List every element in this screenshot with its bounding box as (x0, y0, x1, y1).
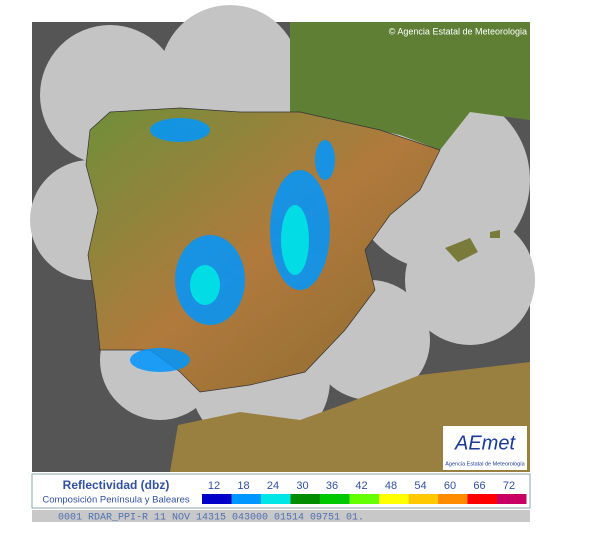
legend-level: 18 (237, 480, 249, 492)
legend-swatch (320, 494, 350, 504)
legend-swatch (379, 494, 409, 504)
legend-swatch (290, 494, 320, 504)
legend-level: 42 (355, 480, 367, 492)
legend-level: 72 (503, 480, 515, 492)
balearic-islands (445, 230, 500, 262)
france (290, 22, 530, 150)
radar-echoes-strong (190, 205, 309, 305)
legend-swatch (349, 494, 379, 504)
credit: © Agencia Estatal de Meteorologia (389, 26, 527, 36)
legend-level: 36 (326, 480, 338, 492)
legend-level: 30 (296, 480, 308, 492)
legend-swatch (231, 494, 261, 504)
legend-swatch (497, 494, 527, 504)
iberia (85, 107, 441, 393)
legend-swatch (202, 494, 232, 504)
legend-level: 60 (444, 480, 456, 492)
logo: AEmet (454, 432, 516, 454)
legend-level: 66 (473, 480, 485, 492)
legend-swatch (438, 494, 468, 504)
legend-level: 48 (385, 480, 397, 492)
legend-swatch (408, 494, 438, 504)
legend-level: 24 (267, 480, 279, 492)
legend-level: 54 (414, 480, 426, 492)
legend-swatch (261, 494, 291, 504)
legend-title: Reflectividad (dbz) (63, 478, 170, 492)
legend-subtitle: Composición Península y Baleares (42, 495, 190, 506)
logo-box (443, 426, 527, 470)
north-africa (170, 362, 530, 472)
legend-level: 12 (208, 480, 220, 492)
legend-scale: 12 18 24 30 36 42 48 54 60 66 72 (202, 480, 527, 504)
logo-caption: Agencia Estatal de Meteorología (445, 461, 525, 467)
status-text: 0001 RDAR_PPI-R 11 NOV 14315 043000 0151… (58, 513, 364, 524)
status-bar (32, 510, 530, 522)
legend-swatch (467, 494, 497, 504)
